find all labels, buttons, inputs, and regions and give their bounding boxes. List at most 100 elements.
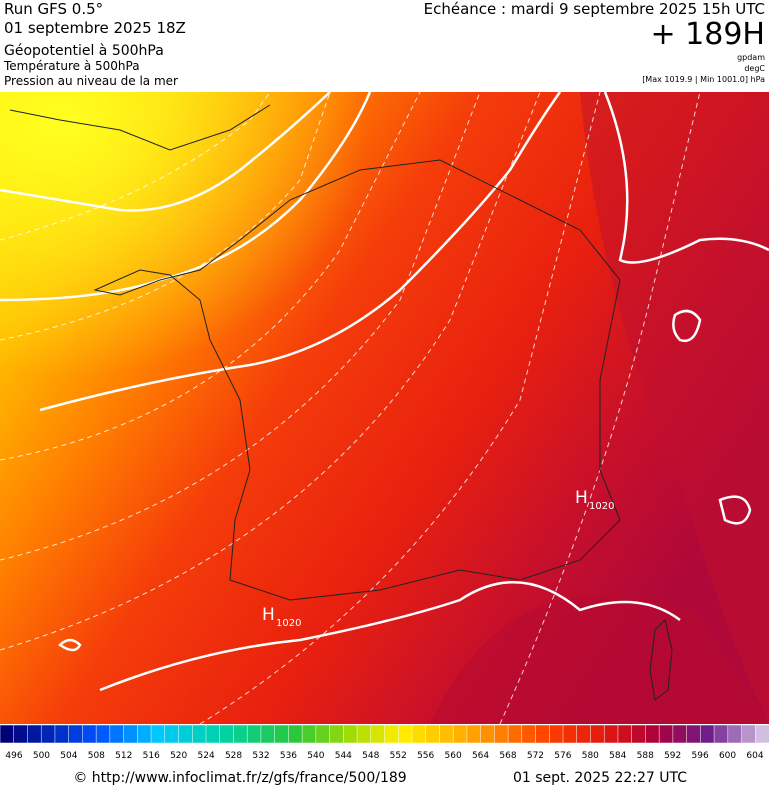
colorbar-label: 572 (527, 751, 544, 761)
colorbar-cell (617, 724, 633, 744)
colorbar-cell (68, 724, 84, 744)
colorbar-label: 504 (60, 751, 77, 761)
colorbar-cell (82, 724, 97, 744)
colorbar-label: 552 (390, 751, 407, 761)
range: [Max 1019.9 | Min 1001.0] hPa (642, 75, 765, 84)
colorbar-label: 556 (417, 751, 434, 761)
colorbar-cell (535, 724, 551, 744)
colorbar-cell (507, 724, 523, 744)
colorbar-cell (562, 724, 578, 744)
colorbar-cell (370, 724, 386, 744)
colorbar-cell (755, 724, 769, 744)
high-pressure: 1020 (589, 501, 614, 512)
colorbar-cell (411, 724, 427, 744)
temperature-field (430, 593, 769, 724)
colorbar-cell (40, 724, 56, 744)
colorbar-label: 564 (472, 751, 489, 761)
colorbar-label: 580 (582, 751, 599, 761)
colorbar-cell (150, 724, 166, 744)
colorbar-cell (603, 724, 619, 744)
colorbar-cell (260, 724, 276, 744)
colorbar-cell (301, 724, 317, 744)
colorbar-cell (109, 724, 125, 744)
colorbar-cell (178, 724, 193, 744)
colorbar-cell (356, 724, 372, 744)
colorbar-cell (329, 724, 345, 744)
isobars (0, 91, 769, 692)
colorbar-cell (288, 724, 303, 744)
colorbar-cell (425, 724, 441, 744)
colorbar-cell (123, 724, 139, 744)
colorbar-label: 540 (307, 751, 324, 761)
colorbar-cell (246, 724, 262, 744)
colorbar-cell (0, 724, 15, 744)
colorbar-cell (549, 724, 564, 744)
colorbar-cell (219, 724, 235, 744)
colorbar-cell (233, 724, 248, 744)
colorbar-cell (13, 724, 29, 744)
coastline (649, 619, 673, 701)
colorbar-cell (54, 724, 70, 744)
colorbar-label: 568 (499, 751, 516, 761)
colorbar-cell (727, 724, 743, 744)
colorbar-cell (521, 724, 537, 744)
colorbar-cell (576, 724, 592, 744)
colorbar-label: 532 (252, 751, 269, 761)
colorbar-label: 596 (692, 751, 709, 761)
colorbar-cell (631, 724, 647, 744)
colorbar-cell (192, 724, 207, 744)
high-pressure: 1020 (276, 618, 301, 629)
colorbar-label: 588 (637, 751, 654, 761)
colorbar-label: 576 (554, 751, 571, 761)
colorbar-label: 536 (280, 751, 297, 761)
unit: gpdam (737, 53, 765, 62)
colorbar-label: 548 (362, 751, 379, 761)
isotherms (0, 91, 701, 725)
colorbar-label: 508 (88, 751, 105, 761)
source-url[interactable]: © http://www.infoclimat.fr/z/gfs/france/… (73, 770, 406, 786)
colorbar-cell (274, 724, 290, 744)
colorbar: 496 500 504 508 512 516 520 524 528 532 536 540 544 5… (0, 724, 769, 761)
lead-time: + 189H (651, 17, 766, 52)
run: Run GFS 0.5° (4, 0, 103, 18)
colorbar-cell (439, 724, 454, 744)
colorbar-cell (95, 724, 111, 744)
colorbar-cell (397, 724, 413, 744)
colorbar-cell (164, 724, 180, 744)
colorbar-cell (713, 724, 729, 744)
colorbar-label: 496 (5, 751, 22, 761)
colorbar-cell (137, 724, 152, 744)
colorbar-label: 600 (719, 751, 736, 761)
colorbar-label: 604 (746, 751, 763, 761)
colorbar-cell (658, 724, 674, 744)
high-letter: H (262, 605, 275, 625)
temperature-field (580, 92, 769, 724)
colorbar-cell (466, 724, 482, 744)
footer-date: 01 sept. 2025 22:27 UTC (513, 770, 687, 786)
colorbar-cell (480, 724, 496, 744)
colorbar-label: 592 (664, 751, 681, 761)
colorbar-cell (205, 724, 221, 744)
colorbar-label: 544 (335, 751, 352, 761)
coastline (93, 159, 621, 601)
colorbar-cell (672, 724, 688, 744)
unit: degC (744, 64, 765, 73)
colorbar-cell (700, 724, 715, 744)
colorbar-cell (343, 724, 358, 744)
field: Température à 500hPa (3, 59, 140, 73)
colorbar-cell (686, 724, 702, 744)
high-letter: H (575, 488, 588, 508)
colorbar-cell (384, 724, 399, 744)
colorbar-label: 516 (143, 751, 160, 761)
colorbar-label: 520 (170, 751, 187, 761)
colorbar-label: 528 (225, 751, 242, 761)
colorbar-cell (27, 724, 42, 744)
colorbar-cell (494, 724, 509, 744)
coastline (9, 104, 271, 151)
colorbar-label: 524 (198, 751, 215, 761)
colorbar-cell (590, 724, 605, 744)
field: Géopotentiel à 500hPa (4, 43, 164, 59)
